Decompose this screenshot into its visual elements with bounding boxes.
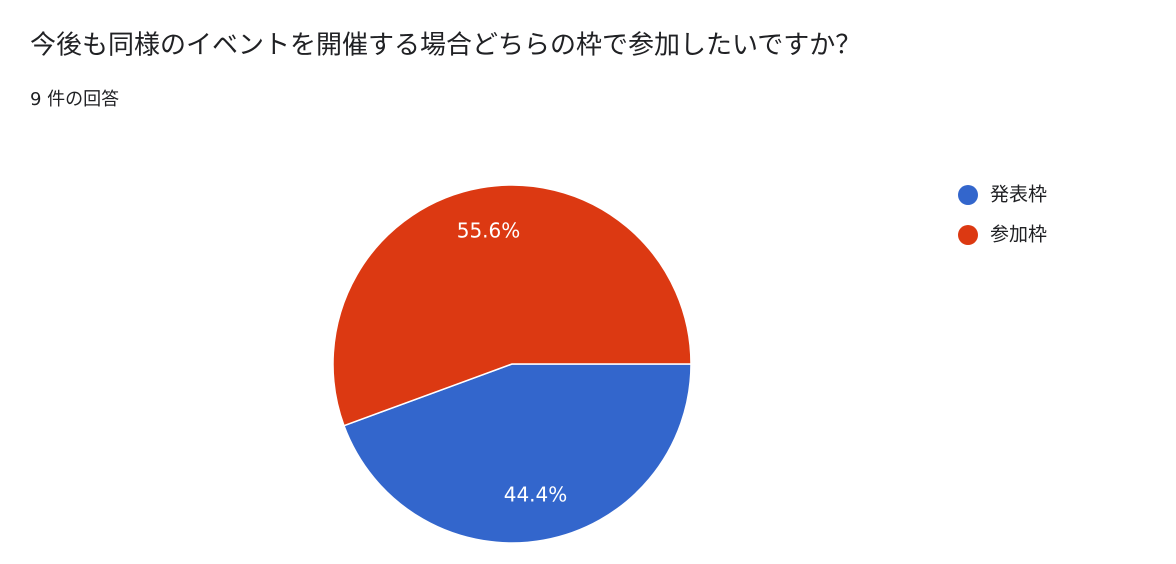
slice-label: 44.4% xyxy=(504,483,568,507)
legend-marker xyxy=(958,225,978,245)
legend-label: 参加枠 xyxy=(990,224,1047,246)
legend-label: 発表枠 xyxy=(990,184,1047,206)
chart-title: 今後も同様のイベントを開催する場合どちらの枠で参加したいですか？ xyxy=(30,31,861,61)
pie-slice xyxy=(332,184,692,427)
legend-marker xyxy=(958,185,978,205)
pie-slice xyxy=(343,363,692,544)
chart-subtitle: 9 件の回答 xyxy=(30,89,119,110)
slice-label: 55.6% xyxy=(457,218,521,242)
